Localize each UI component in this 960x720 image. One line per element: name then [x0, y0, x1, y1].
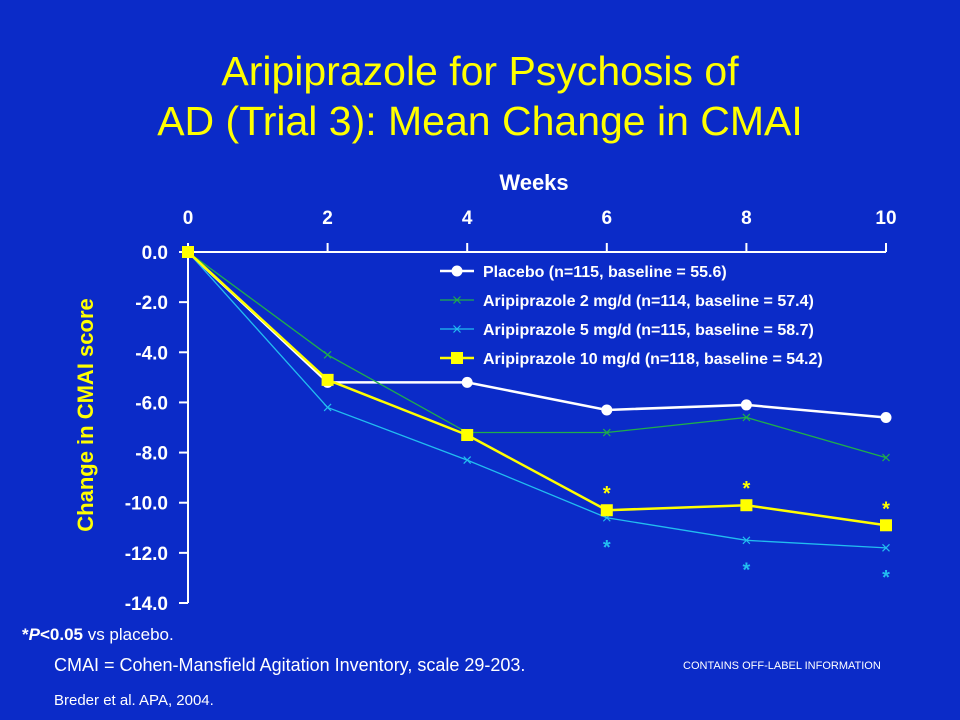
y-tick-label: -6.0 — [135, 393, 168, 414]
x-tick-label: 10 — [875, 208, 896, 229]
off-label-notice: CONTAINS OFF-LABEL INFORMATION — [683, 660, 881, 672]
chart-series — [182, 246, 892, 552]
slide-title-line-1: Aripiprazole for Psychosis of — [221, 48, 739, 94]
y-tick-label: -2.0 — [135, 293, 168, 314]
x-tick-label: 2 — [322, 208, 333, 229]
data-point-circle — [740, 399, 752, 411]
y-tick-label: -14.0 — [125, 594, 168, 615]
data-point-circle — [880, 411, 892, 423]
data-point-circle — [601, 404, 613, 416]
x-axis-label: Weeks — [499, 170, 568, 195]
chart-axes: 0 2 4 6 8 10 Weeks 0.0 -2.0 -4.0 -6.0 -8.0 -10.0 -12.… — [73, 170, 897, 615]
footnote-p-value: <0.05 — [39, 625, 83, 644]
x-tick-label: 0 — [183, 208, 194, 229]
data-point-square — [740, 499, 753, 512]
y-tick-label: -10.0 — [125, 494, 168, 515]
x-tick-label: 4 — [462, 208, 473, 229]
citation: Breder et al. APA, 2004. — [54, 692, 214, 709]
series-line-0 — [187, 251, 887, 419]
data-point-x — [323, 403, 332, 412]
y-tick-label: 0.0 — [142, 243, 168, 264]
data-point-square — [451, 352, 463, 364]
data-point-x — [602, 428, 611, 437]
footnote-p: P — [28, 625, 40, 644]
footnote-star: * — [22, 625, 29, 644]
significance-star: * — [603, 483, 611, 505]
data-point-x — [323, 350, 332, 359]
y-tick-label: -8.0 — [135, 444, 168, 465]
series-line-1 — [187, 251, 887, 459]
significance-star: * — [603, 537, 611, 559]
x-tick-label: 6 — [602, 208, 613, 229]
chart-annotations: * * * * * * — [603, 478, 890, 589]
y-tick-label: -12.0 — [125, 544, 168, 565]
data-point-square — [461, 429, 474, 442]
data-point-x — [742, 413, 751, 422]
significance-star: * — [743, 478, 751, 500]
significance-star: * — [743, 559, 751, 581]
data-point-square — [321, 373, 334, 386]
data-point-circle — [461, 376, 473, 388]
significance-footnote: *P<0.05 vs placebo. — [22, 625, 174, 645]
significance-star: * — [882, 567, 890, 589]
y-axis-label: Change in CMAI score — [73, 298, 98, 531]
legend-label: Aripiprazole 5 mg/d (n=115, baseline = 5… — [483, 322, 814, 339]
series-line-2 — [187, 251, 887, 549]
slide-title-line-2: AD (Trial 3): Mean Change in CMAI — [157, 98, 803, 144]
data-point-x — [882, 543, 890, 552]
data-point-square — [600, 504, 613, 517]
y-tick-label: -4.0 — [135, 343, 168, 364]
legend-label: Placebo (n=115, baseline = 55.6) — [483, 264, 727, 281]
data-point-x — [463, 456, 472, 465]
data-point-square — [182, 246, 194, 258]
chart-legend: Placebo (n=115, baseline = 55.6) Aripipra… — [440, 264, 823, 368]
legend-label: Aripiprazole 2 mg/d (n=114, baseline = 5… — [483, 293, 814, 310]
significance-star: * — [882, 498, 890, 520]
data-point-x — [742, 536, 751, 545]
data-point-x — [453, 296, 461, 304]
footnote-rest: vs placebo. — [82, 625, 174, 644]
legend-label: Aripiprazole 10 mg/d (n=118, baseline = … — [483, 351, 823, 368]
data-point-x — [882, 453, 890, 462]
data-point-x — [453, 325, 461, 333]
series-line-3 — [187, 251, 887, 527]
data-point-square — [880, 519, 892, 532]
cmai-definition: CMAI = Cohen-Mansfield Agitation Invento… — [54, 655, 526, 675]
data-point-circle — [451, 265, 463, 277]
x-tick-label: 8 — [741, 208, 752, 229]
